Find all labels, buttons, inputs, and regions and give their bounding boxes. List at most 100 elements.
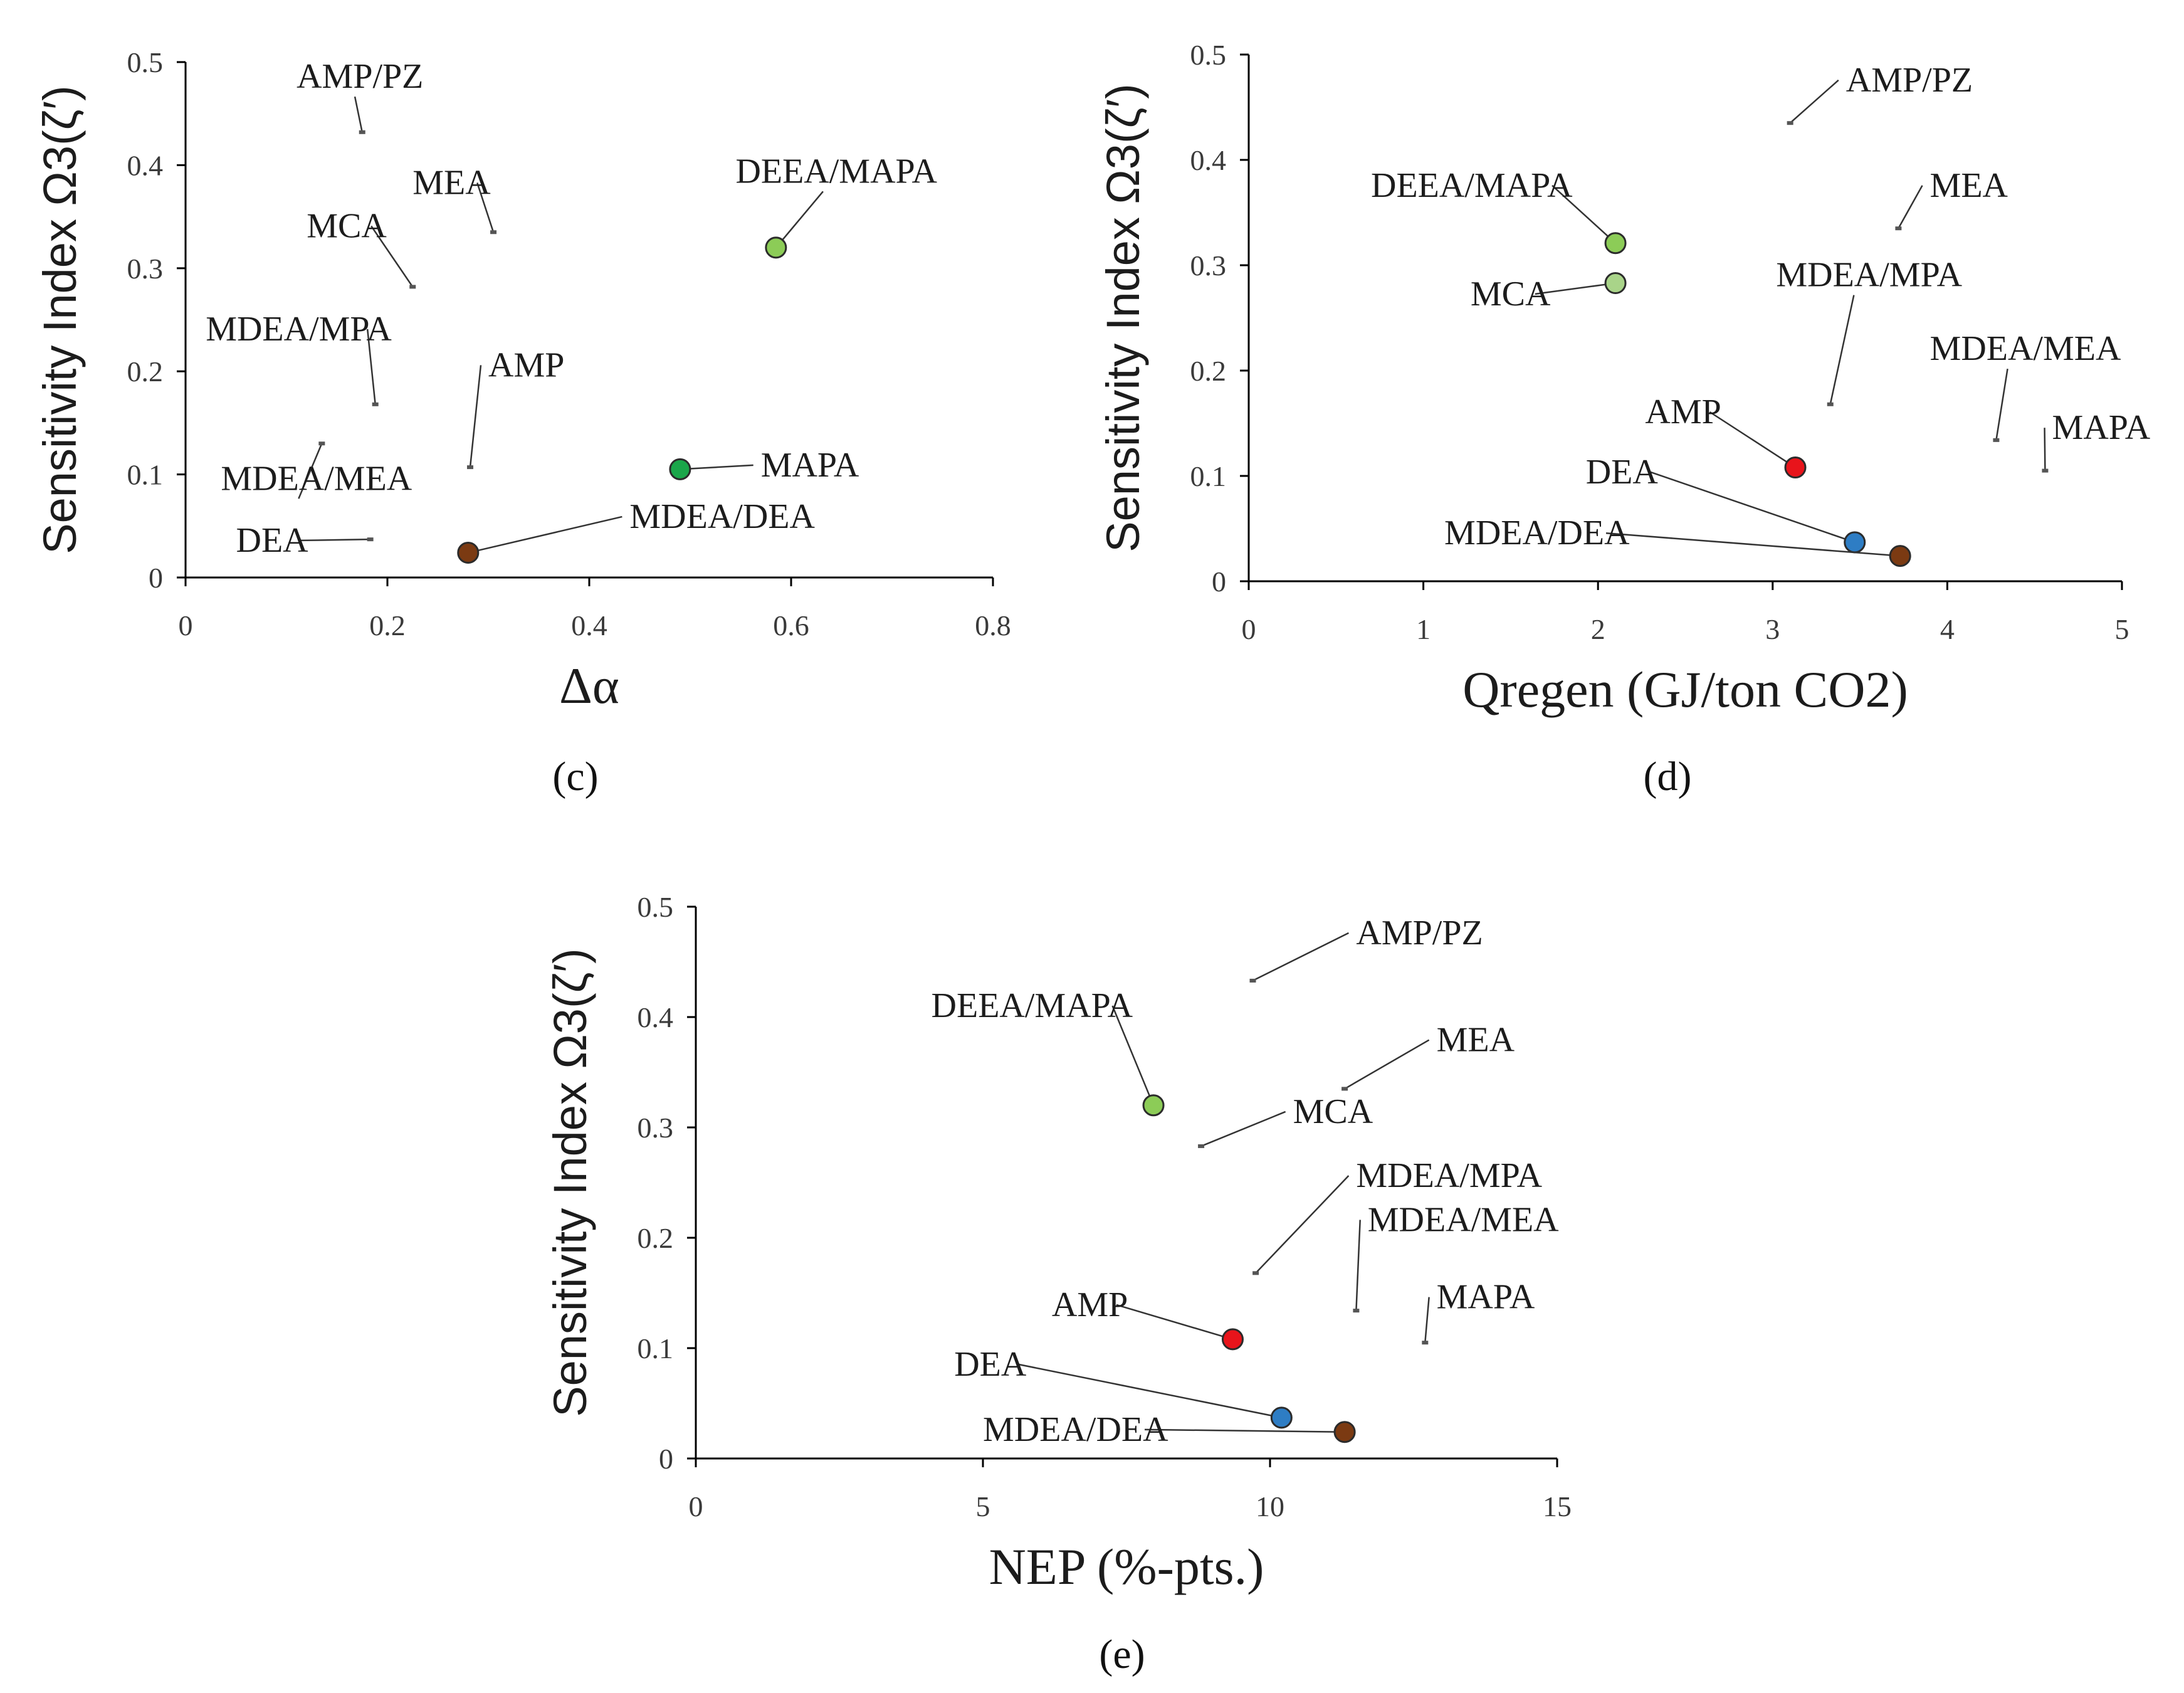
y-tick-label: 0.1 <box>638 1332 674 1364</box>
x-tick-label: 0.6 <box>773 609 809 641</box>
data-point <box>1784 456 1807 479</box>
leader-line <box>1144 1428 1345 1433</box>
data-point <box>409 285 416 289</box>
point-label: MDEA/MPA <box>1776 256 1962 295</box>
y-tick-label: 0.3 <box>1190 250 1227 282</box>
data-point <box>1252 1271 1259 1275</box>
leader-line <box>1709 411 1796 468</box>
x-tick-label: 5 <box>976 1490 990 1522</box>
point-label: MDEA/DEA <box>983 1410 1168 1449</box>
point-label: AMP <box>1052 1285 1128 1324</box>
point-label: MEA <box>1930 166 2008 205</box>
leader-line <box>1255 1175 1350 1274</box>
x-tick-label: 1 <box>1416 613 1431 645</box>
y-tick-label: 0.3 <box>127 253 164 285</box>
data-point <box>1221 1328 1244 1351</box>
data-point <box>1844 531 1866 554</box>
point-label: AMP/PZ <box>297 57 423 96</box>
point-label: MEA <box>1437 1021 1515 1060</box>
chart-panel-d: 0 0.1 0.2 0.3 0.4 0.5 0 1 2 3 4 5 Sensitivity Index … <box>1097 39 2151 799</box>
leader-line <box>1829 295 1855 405</box>
leader-line <box>476 182 495 233</box>
chart-panel-c: 0 0.1 0.2 0.3 0.4 0.5 0 0.2 0.4 0.6 0.8 Sensitivity… <box>34 46 1011 799</box>
leader-line <box>1605 532 1901 557</box>
leader-line <box>354 96 363 133</box>
data-point <box>1422 1341 1429 1345</box>
leader-line <box>1355 1220 1361 1311</box>
point-label: MDEA/MEA <box>221 459 412 498</box>
point-label: MDEA/MEA <box>1368 1200 1559 1239</box>
point-label: MDEA/DEA <box>629 497 815 536</box>
point-label: DEA <box>954 1345 1027 1384</box>
point-label: MDEA/MPA <box>1356 1156 1542 1195</box>
y-tick-label: 0.5 <box>127 46 164 78</box>
data-point <box>1142 1094 1165 1117</box>
leader-line <box>1111 1005 1155 1106</box>
x-axis-title: NEP (%-pts.) <box>989 1538 1264 1595</box>
data-point <box>2042 468 2049 473</box>
data-point <box>1827 402 1834 406</box>
y-tick-label: 0.2 <box>1190 355 1227 387</box>
point-label: DEA <box>236 521 309 560</box>
x-tick-label: 4 <box>1940 613 1955 645</box>
y-tick-label: 0.2 <box>638 1222 674 1254</box>
x-tick-label: 15 <box>1543 1490 1572 1522</box>
x-tick-label: 0 <box>1242 613 1256 645</box>
x-tick-label: 0.2 <box>369 609 406 641</box>
y-axis-title: Sensitivity Index Ω3(ζ′) <box>34 85 86 554</box>
data-point <box>367 537 374 542</box>
data-point <box>1604 232 1627 255</box>
data-point <box>1249 978 1256 983</box>
data-point <box>359 130 365 134</box>
data-point <box>1198 1144 1205 1148</box>
leader-line <box>366 329 376 404</box>
x-tick-label: 3 <box>1765 613 1780 645</box>
point-label: DEEA/MAPA <box>932 986 1133 1025</box>
x-tick-label: 0 <box>689 1490 703 1522</box>
point-label: MCA <box>1471 275 1551 314</box>
data-point <box>1604 272 1627 295</box>
leader-line <box>1200 1110 1286 1147</box>
leader-line <box>1995 369 2008 441</box>
leader-line <box>1344 1039 1430 1090</box>
point-label: AMP/PZ <box>1356 914 1483 952</box>
data-point <box>490 230 497 235</box>
x-axis-title: Δα <box>559 657 619 714</box>
data-point <box>457 542 480 564</box>
point-label: DEEA/MAPA <box>1371 166 1573 205</box>
y-tick-label: 0 <box>1212 566 1226 598</box>
point-label: MCA <box>307 206 387 245</box>
data-point <box>1270 1406 1293 1429</box>
data-point <box>318 441 325 446</box>
leader-line <box>1551 184 1616 244</box>
y-tick-label: 0.2 <box>127 356 164 388</box>
y-tick-label: 0.4 <box>1190 144 1227 176</box>
data-point <box>372 402 379 406</box>
x-axis-title: Qregen (GJ/ton CO2) <box>1462 661 1908 718</box>
x-tick-label: 10 <box>1256 1490 1284 1522</box>
y-axis-title: Sensitivity Index Ω3(ζ′) <box>544 948 596 1417</box>
y-tick-label: 0.4 <box>638 1001 674 1033</box>
x-tick-label: 5 <box>2115 613 2129 645</box>
point-label: MDEA/MEA <box>1930 329 2121 368</box>
x-tick-label: 0.4 <box>571 609 607 641</box>
data-point <box>1333 1421 1356 1443</box>
y-tick-label: 0.5 <box>1190 39 1227 71</box>
leader-line <box>1252 932 1349 982</box>
panel-caption: (e) <box>1099 1632 1145 1677</box>
y-tick-label: 0.1 <box>1190 460 1227 492</box>
point-label: MDEA/MPA <box>206 310 392 349</box>
leader-line <box>775 191 824 248</box>
leader-line <box>469 365 482 468</box>
point-label: MAPA <box>761 446 859 485</box>
leader-line <box>1535 282 1616 295</box>
data-point <box>1787 121 1793 125</box>
point-label: MAPA <box>2052 408 2151 447</box>
point-label: MAPA <box>1437 1278 1535 1317</box>
y-tick-label: 0.4 <box>127 149 164 181</box>
data-point <box>1341 1087 1348 1091</box>
y-tick-label: 0.5 <box>638 891 674 923</box>
data-point <box>1993 438 2000 442</box>
leader-line <box>468 515 622 554</box>
